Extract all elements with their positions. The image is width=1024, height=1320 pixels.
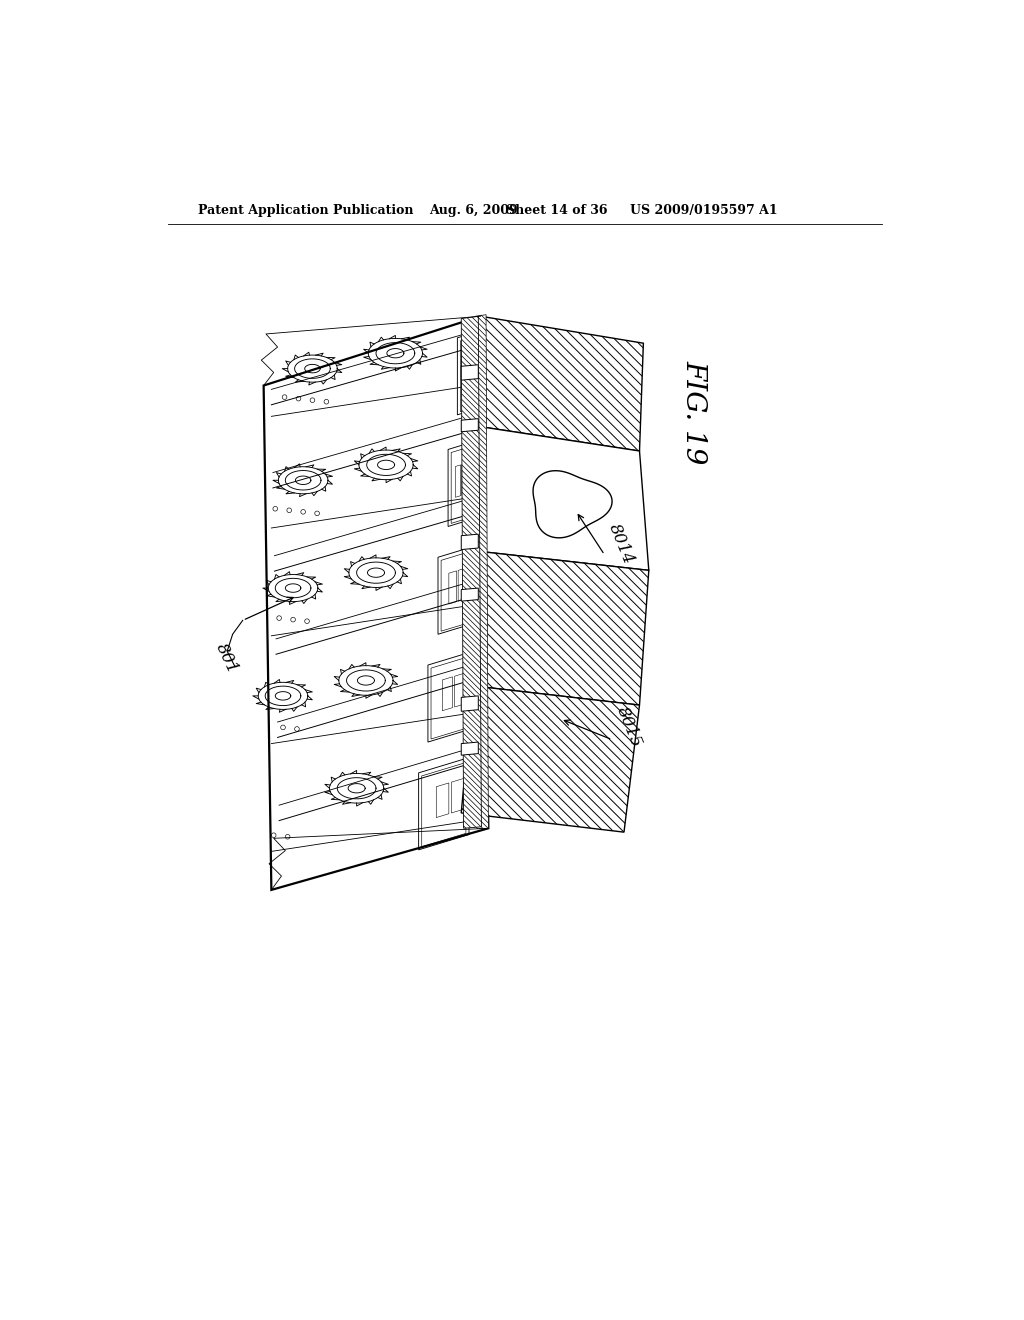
Polygon shape (475, 314, 488, 829)
Text: FIG. 19: FIG. 19 (680, 360, 708, 465)
Text: 8015: 8015 (613, 704, 645, 750)
Polygon shape (461, 364, 478, 380)
Text: Patent Application Publication: Patent Application Publication (198, 205, 414, 218)
Polygon shape (461, 686, 640, 832)
Polygon shape (534, 471, 612, 537)
Polygon shape (461, 742, 478, 755)
Polygon shape (461, 696, 478, 711)
Polygon shape (461, 418, 478, 432)
Text: Sheet 14 of 36: Sheet 14 of 36 (506, 205, 607, 218)
Polygon shape (478, 317, 643, 451)
Text: 801: 801 (212, 640, 241, 677)
Polygon shape (461, 317, 481, 829)
Text: Aug. 6, 2009: Aug. 6, 2009 (429, 205, 517, 218)
Polygon shape (473, 552, 649, 705)
Text: US 2009/0195597 A1: US 2009/0195597 A1 (630, 205, 778, 218)
Text: 8014: 8014 (605, 521, 637, 566)
Polygon shape (477, 426, 649, 570)
Polygon shape (263, 317, 488, 890)
Polygon shape (461, 589, 478, 601)
Polygon shape (461, 535, 478, 549)
